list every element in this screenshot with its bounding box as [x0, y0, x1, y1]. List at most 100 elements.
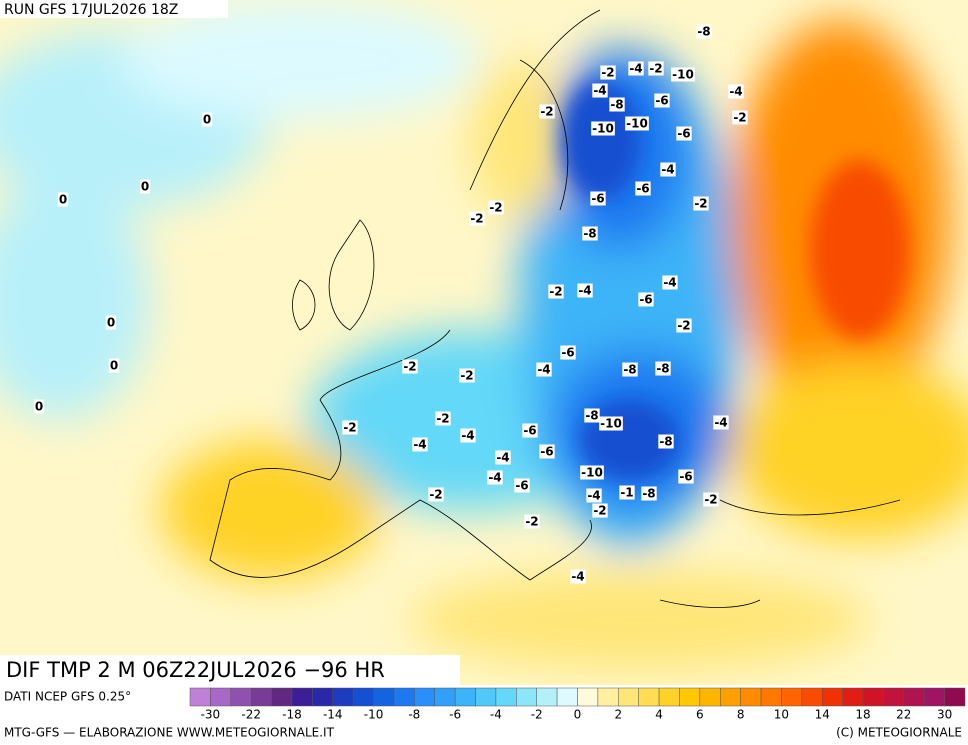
contour-label-box — [539, 104, 555, 119]
contour-label-box — [660, 162, 676, 177]
contour-label-box — [469, 211, 485, 226]
color-box — [210, 687, 232, 707]
contour-label-box — [658, 434, 674, 449]
colorbar-label: 14 — [815, 708, 830, 722]
contour-label-box — [654, 93, 670, 108]
contour-label-box — [641, 486, 657, 501]
map-title: DIF TMP 2 M 06Z22JUL2026 −96 HR — [6, 658, 385, 682]
color-box — [189, 687, 211, 707]
color-box — [393, 687, 415, 707]
color-box — [454, 687, 476, 707]
contour-label-box — [693, 196, 709, 211]
contour-label: -6 — [679, 470, 692, 484]
contour-label: -10 — [672, 68, 694, 82]
contour-label: -4 — [661, 163, 674, 177]
color-box — [679, 687, 701, 707]
contour-label-box — [592, 503, 608, 518]
header-box — [0, 0, 228, 18]
contour-label: -2 — [677, 319, 690, 333]
contour-label: -10 — [626, 117, 648, 131]
contour-label-box — [536, 362, 552, 377]
contour-label-box — [548, 284, 564, 299]
colorbar-label: -6 — [449, 708, 461, 722]
contour-label: -8 — [610, 98, 623, 112]
contour-label: -2 — [343, 421, 356, 435]
color-box — [597, 687, 619, 707]
contour-label-box — [487, 470, 503, 485]
contour-label-box — [459, 368, 475, 383]
color-box — [250, 687, 272, 707]
contour-label-box — [732, 110, 748, 125]
contour-label-box — [105, 315, 117, 330]
color-box — [923, 687, 945, 707]
contour-label-box — [592, 83, 608, 98]
contour-label-box — [402, 359, 418, 374]
color-box — [332, 687, 354, 707]
contour-label-box — [591, 121, 615, 136]
contour-label: -8 — [697, 25, 710, 39]
color-box — [883, 687, 905, 707]
contour-label-box — [582, 226, 598, 241]
contour-label-box — [671, 67, 695, 82]
contour-label: -8 — [623, 363, 636, 377]
contour-label: -6 — [677, 127, 690, 141]
color-box — [291, 687, 313, 707]
color-box — [556, 687, 578, 707]
contour-label-box — [635, 181, 651, 196]
contour-label: -4 — [488, 471, 501, 485]
contour-label-box — [628, 61, 644, 76]
colorbar-label: 18 — [855, 708, 870, 722]
contour-label-box — [577, 283, 593, 298]
color-box — [230, 687, 252, 707]
color-box — [373, 687, 395, 707]
contour-label: -2 — [436, 412, 449, 426]
contour-label: -6 — [655, 94, 668, 108]
contour-label: -4 — [593, 84, 606, 98]
colorbar-label: 6 — [696, 708, 704, 722]
contour-label-box — [560, 345, 576, 360]
contour-label-box — [524, 514, 540, 529]
color-box — [781, 687, 803, 707]
contour-label: 0 — [141, 180, 149, 194]
contour-label-box — [678, 469, 694, 484]
contour-label-box — [435, 411, 451, 426]
contour-label-box — [33, 399, 45, 414]
contour-label: -8 — [642, 487, 655, 501]
contour-label: -4 — [496, 451, 509, 465]
colorbar-label: -30 — [201, 708, 221, 722]
contour-label: 0 — [59, 193, 67, 207]
contour-label-box — [580, 465, 604, 480]
contour-label-box — [609, 97, 625, 112]
contour-label-box — [648, 61, 664, 76]
colorbar-label: 8 — [737, 708, 745, 722]
contour-label-box — [139, 179, 151, 194]
color-box — [577, 687, 599, 707]
contour-label: -6 — [639, 293, 652, 307]
colorbar-label: 2 — [614, 708, 622, 722]
contour-label: -4 — [461, 429, 474, 443]
contour-label: -10 — [600, 417, 622, 431]
title-box — [0, 655, 460, 685]
contour-label-box — [428, 487, 444, 502]
contour-label-box — [539, 444, 555, 459]
contour-label: -4 — [587, 489, 600, 503]
color-box — [516, 687, 537, 707]
colorbar-label: 0 — [574, 708, 582, 722]
contour-label-box — [713, 415, 729, 430]
contour-label: -4 — [537, 363, 550, 377]
colorbar-label: -2 — [531, 708, 543, 722]
colorbar-label: -14 — [323, 708, 343, 722]
contour-label: -6 — [523, 424, 536, 438]
color-box — [618, 687, 639, 707]
color-box — [475, 687, 497, 707]
color-box — [760, 687, 782, 707]
contour-label-box — [625, 116, 649, 131]
copyright: (C) METEOGIORNALE — [836, 726, 962, 740]
contour-label-box — [622, 362, 638, 377]
colorbar-label: -8 — [408, 708, 420, 722]
color-box — [821, 687, 843, 707]
contour-label: 0 — [35, 400, 43, 414]
contour-label: -10 — [581, 466, 603, 480]
